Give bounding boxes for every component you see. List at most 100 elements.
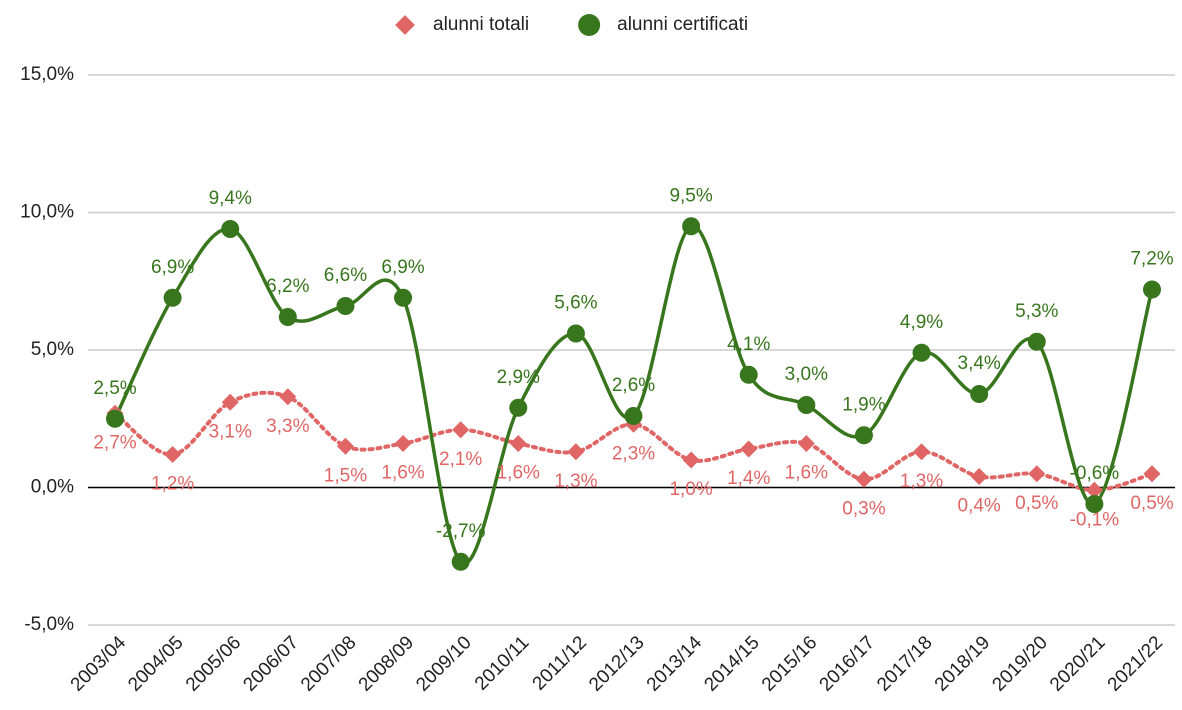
x-tick-label: 2004/05: [124, 632, 187, 695]
point: [452, 421, 470, 439]
x-tick-label: 2012/13: [585, 632, 648, 695]
data-label: 2,6%: [612, 375, 655, 396]
data-label: 2,9%: [497, 367, 540, 388]
point: [797, 396, 816, 414]
data-label: 6,9%: [381, 257, 424, 278]
data-label: 1,6%: [785, 463, 828, 484]
data-label: -0,6%: [1070, 463, 1120, 484]
data-label: 6,6%: [324, 265, 367, 286]
data-label: 2,5%: [93, 378, 136, 399]
x-tick-label: 2003/04: [67, 632, 131, 696]
x-tick-label: 2020/21: [1046, 632, 1109, 695]
y-tick-label: 10,0%: [20, 202, 74, 223]
data-label: 4,9%: [900, 312, 943, 333]
y-tick-label: 15,0%: [20, 64, 74, 85]
point: [1143, 280, 1161, 299]
data-label: 0,3%: [842, 498, 885, 519]
legend-label: alunni certificati: [617, 14, 748, 35]
data-label: 7,2%: [1130, 249, 1173, 270]
data-label: 5,3%: [1015, 301, 1058, 322]
y-tick-label: 0,0%: [31, 477, 74, 498]
x-tick-label: 2021/22: [1104, 632, 1167, 695]
data-label: 0,4%: [958, 496, 1001, 517]
data-label: 1,0%: [669, 479, 712, 500]
point: [739, 365, 758, 384]
point: [854, 426, 873, 445]
data-label: 5,6%: [554, 293, 597, 314]
data-label: -2,7%: [436, 521, 486, 542]
x-tick-label: 2006/07: [239, 632, 302, 695]
x-tick-label: 2015/16: [758, 632, 821, 695]
data-label: 3,3%: [266, 416, 309, 437]
data-label: 1,2%: [151, 474, 194, 495]
point: [394, 435, 412, 452]
point: [1143, 465, 1161, 483]
x-tick-label: 2008/09: [355, 632, 418, 695]
point: [451, 552, 470, 571]
data-label: 4,1%: [727, 334, 770, 355]
legend-marker: [395, 15, 415, 35]
data-label: 6,2%: [266, 276, 309, 297]
point: [221, 220, 240, 238]
data-label: 9,4%: [209, 188, 252, 209]
legend-marker: [578, 14, 601, 36]
data-label: 1,6%: [381, 463, 424, 484]
point: [106, 409, 124, 428]
x-tick-label: 2009/10: [412, 632, 475, 695]
data-label: 1,3%: [554, 471, 597, 492]
data-label: 1,3%: [900, 471, 943, 492]
point: [624, 407, 643, 425]
point: [1085, 495, 1104, 513]
x-tick-label: 2016/17: [816, 632, 879, 695]
point: [509, 435, 527, 452]
data-label: 9,5%: [669, 185, 712, 206]
point: [682, 217, 701, 236]
point: [336, 297, 355, 315]
data-label: 1,5%: [324, 465, 367, 486]
x-tick-label: 2010/11: [471, 632, 533, 694]
x-tick-label: 2013/14: [643, 632, 707, 696]
point: [1027, 332, 1046, 351]
point: [682, 451, 700, 469]
point: [970, 468, 988, 485]
data-label: 0,5%: [1130, 493, 1173, 514]
data-label: 6,9%: [151, 257, 194, 278]
point: [1028, 465, 1046, 483]
data-label: 1,6%: [497, 463, 540, 484]
point: [855, 470, 873, 488]
point: [912, 343, 931, 362]
data-label: -0,1%: [1070, 509, 1120, 530]
point: [913, 443, 931, 461]
x-tick-label: 2019/20: [988, 632, 1051, 695]
y-tick-label: -5,0%: [24, 614, 74, 635]
point: [394, 288, 413, 307]
data-label: 2,1%: [439, 449, 482, 470]
x-tick-label: 2011/12: [529, 632, 591, 694]
data-label: 0,5%: [1015, 493, 1058, 514]
point: [221, 393, 239, 411]
point: [164, 446, 182, 463]
data-label: 3,1%: [209, 421, 252, 442]
x-tick-label: 2018/19: [931, 632, 994, 695]
point: [279, 388, 297, 406]
point: [163, 288, 182, 307]
data-label: 3,0%: [785, 364, 828, 385]
data-label: 2,7%: [93, 432, 136, 453]
point: [797, 435, 815, 452]
data-label: 2,3%: [612, 443, 655, 464]
x-tick-label: 2005/06: [182, 632, 245, 695]
point: [509, 398, 528, 417]
data-label: 1,4%: [727, 468, 770, 489]
x-tick-label: 2007/08: [297, 632, 360, 695]
point: [336, 437, 354, 455]
point: [567, 443, 585, 461]
data-label: 3,4%: [958, 353, 1001, 374]
point: [970, 385, 989, 403]
point: [740, 440, 758, 458]
x-tick-label: 2017/18: [873, 632, 936, 695]
data-label: 1,9%: [842, 394, 885, 415]
point: [278, 308, 297, 326]
x-tick-label: 2014/15: [700, 632, 763, 695]
legend-label: alunni totali: [433, 14, 529, 35]
